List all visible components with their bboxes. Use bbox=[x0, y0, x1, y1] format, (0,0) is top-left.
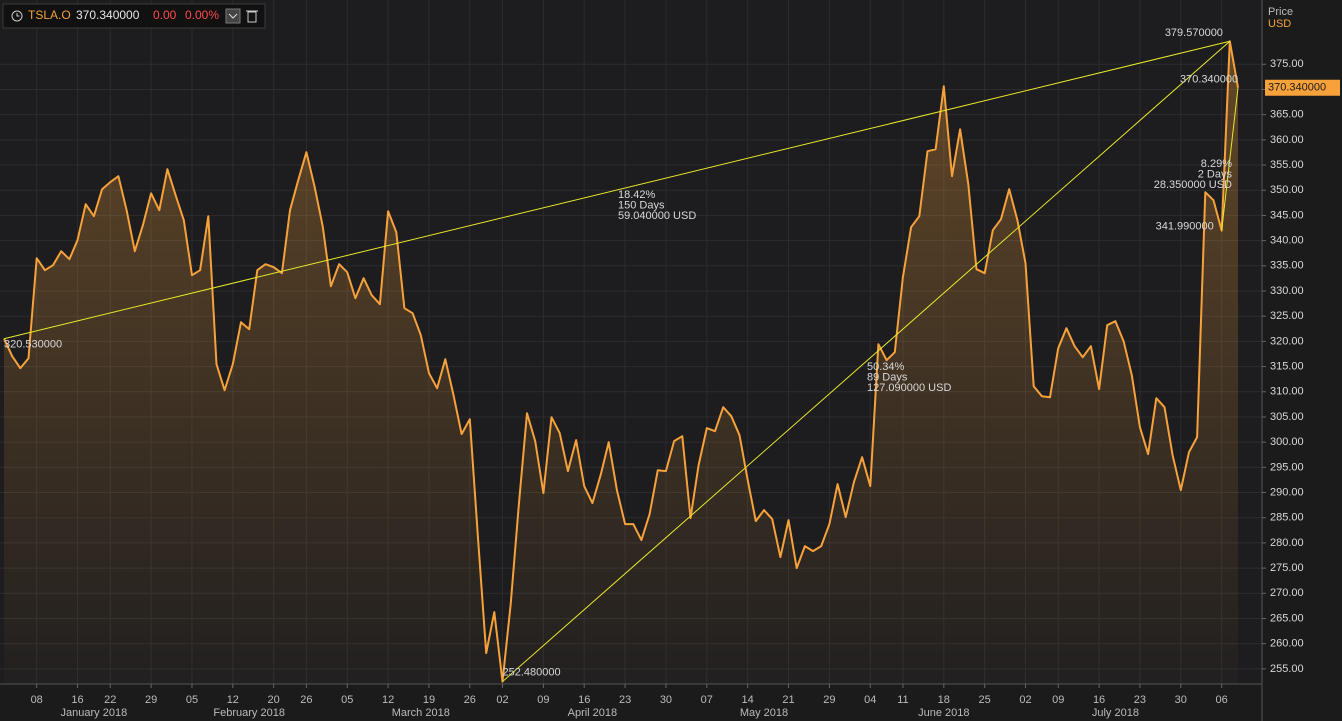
trend-line bbox=[1221, 87, 1239, 231]
x-tick-label: 14 bbox=[742, 694, 754, 706]
x-tick-label: 09 bbox=[537, 694, 549, 706]
x-tick-label: 16 bbox=[71, 694, 83, 706]
x-tick-label: 18 bbox=[938, 694, 950, 706]
x-tick-label: 05 bbox=[341, 694, 353, 706]
header-background bbox=[2, 3, 266, 29]
y-tick-label: 365.00 bbox=[1270, 109, 1304, 121]
month-label: January 2018 bbox=[61, 707, 128, 719]
y-tick-label: 375.00 bbox=[1270, 58, 1304, 70]
y-tick-label: 345.00 bbox=[1270, 209, 1304, 221]
last-price-tag bbox=[1265, 79, 1340, 96]
clock-icon bbox=[11, 10, 23, 22]
x-tick-label: 30 bbox=[1175, 694, 1187, 706]
month-label: June 2018 bbox=[918, 707, 969, 719]
trend-change: 28.350000 USD bbox=[1154, 179, 1232, 191]
point-label: 252.480000 bbox=[503, 666, 561, 678]
trash-icon bbox=[247, 11, 257, 23]
axis-title: Price bbox=[1268, 6, 1293, 18]
dropdown-arrow bbox=[228, 13, 238, 19]
x-tick-label: 21 bbox=[782, 694, 794, 706]
symbol: TSLA.O bbox=[28, 8, 71, 22]
y-tick-label: 320.00 bbox=[1270, 335, 1304, 347]
x-tick-label: 26 bbox=[300, 694, 312, 706]
dropdown-button[interactable] bbox=[225, 8, 241, 24]
trend-percent: 50.34% bbox=[867, 361, 905, 373]
area bbox=[4, 41, 1238, 684]
month-label: March 2018 bbox=[392, 707, 450, 719]
month-label: February 2018 bbox=[213, 707, 285, 719]
y-tick-label: 315.00 bbox=[1270, 360, 1304, 372]
price-line bbox=[3, 40, 1239, 683]
trend-days: 2 Days bbox=[1198, 168, 1233, 180]
x-tick-label: 11 bbox=[897, 694, 908, 706]
y-tick-label: 350.00 bbox=[1270, 184, 1304, 196]
y-tick-label: 290.00 bbox=[1270, 486, 1304, 498]
x-tick-label: 29 bbox=[823, 694, 835, 706]
y-tick-label: 330.00 bbox=[1270, 285, 1304, 297]
last-price-label: 370.340000 bbox=[1268, 82, 1326, 94]
x-tick-label: 07 bbox=[701, 694, 713, 706]
y-tick-label: 310.00 bbox=[1270, 386, 1304, 398]
x-tick-label: 29 bbox=[145, 694, 157, 706]
x-tick-label: 05 bbox=[186, 694, 198, 706]
axis-unit: USD bbox=[1268, 18, 1291, 30]
point-label: 379.570000 bbox=[1165, 27, 1223, 39]
x-tick-label: 08 bbox=[31, 694, 43, 706]
change-pct: 0.00% bbox=[185, 8, 219, 22]
x-tick-label: 16 bbox=[1093, 694, 1105, 706]
x-tick-label: 16 bbox=[578, 694, 590, 706]
y-tick-label: 300.00 bbox=[1270, 436, 1304, 448]
x-tick-label: 22 bbox=[104, 694, 116, 706]
trend-percent: 18.42% bbox=[618, 189, 656, 201]
y-tick-label: 335.00 bbox=[1270, 260, 1304, 272]
x-tick-label: 19 bbox=[423, 694, 435, 706]
month-label: July 2018 bbox=[1092, 707, 1139, 719]
x-tick-label: 06 bbox=[1216, 694, 1228, 706]
trend-percent: 8.29% bbox=[1201, 158, 1232, 170]
x-tick-label: 26 bbox=[464, 694, 476, 706]
y-tick-label: 360.00 bbox=[1270, 134, 1304, 146]
y-tick-label: 355.00 bbox=[1270, 159, 1304, 171]
trend-change: 127.090000 USD bbox=[867, 382, 951, 394]
delete-button[interactable] bbox=[246, 10, 258, 23]
month-label: April 2018 bbox=[568, 707, 618, 719]
x-tick-label: 23 bbox=[619, 694, 631, 706]
change: 0.00 bbox=[153, 8, 177, 22]
x-tick-label: 23 bbox=[1134, 694, 1146, 706]
x-tick-label: 04 bbox=[864, 694, 876, 706]
trend-days: 150 Days bbox=[618, 199, 665, 211]
trend-line bbox=[3, 40, 1230, 340]
trend-change: 59.040000 USD bbox=[618, 210, 696, 222]
clock-hand bbox=[16, 13, 20, 17]
y-tick-label: 255.00 bbox=[1270, 663, 1304, 675]
y-tick-label: 275.00 bbox=[1270, 562, 1304, 574]
x-tick-label: 02 bbox=[1019, 694, 1031, 706]
point-label: 370.340000 bbox=[1180, 74, 1238, 86]
y-tick-label: 285.00 bbox=[1270, 512, 1304, 524]
y-tick-label: 305.00 bbox=[1270, 411, 1304, 423]
header-box: TSLA.O 370.340000 0.00 0.00% bbox=[2, 3, 266, 29]
point-label: 320.530000 bbox=[4, 339, 62, 351]
x-tick-label: 12 bbox=[382, 694, 394, 706]
x-tick-label: 02 bbox=[496, 694, 508, 706]
price: 370.340000 bbox=[76, 8, 140, 22]
x-tick-label: 25 bbox=[979, 694, 991, 706]
x-tick-label: 20 bbox=[268, 694, 280, 706]
y-tick-label: 295.00 bbox=[1270, 461, 1304, 473]
trend-line bbox=[502, 40, 1231, 682]
x-tick-label: 30 bbox=[660, 694, 672, 706]
y-tick-label: 260.00 bbox=[1270, 638, 1304, 650]
y-tick-label: 270.00 bbox=[1270, 587, 1304, 599]
y-tick-label: 265.00 bbox=[1270, 612, 1304, 624]
trend-days: 89 Days bbox=[867, 371, 908, 383]
x-tick-label: 12 bbox=[227, 694, 239, 706]
point-label: 341.990000 bbox=[1156, 220, 1214, 232]
y-tick-label: 280.00 bbox=[1270, 537, 1304, 549]
x-tick-label: 09 bbox=[1052, 694, 1064, 706]
y-tick-label: 340.00 bbox=[1270, 235, 1304, 247]
month-label: May 2018 bbox=[740, 707, 788, 719]
y-tick-label: 325.00 bbox=[1270, 310, 1304, 322]
